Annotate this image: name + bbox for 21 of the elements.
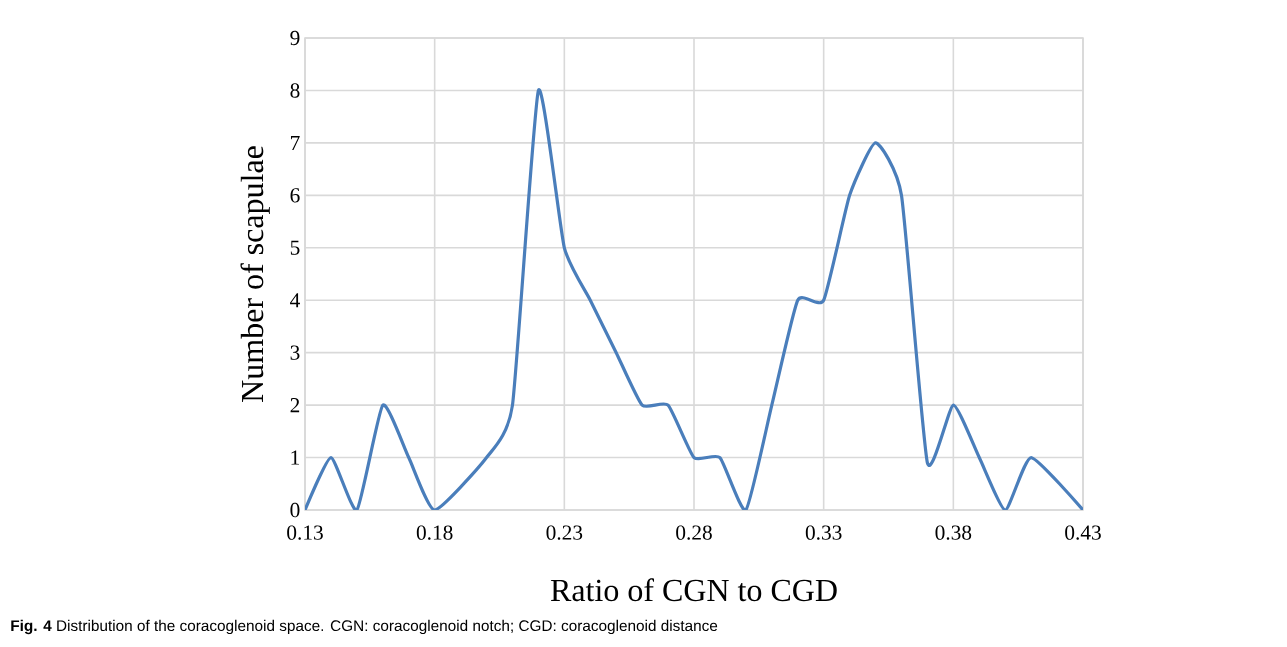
y-tick-label: 4 — [290, 293, 300, 308]
y-tick-label: 6 — [290, 188, 300, 203]
text: Fig. 4 Distribution of the coracoglenoid space. CGN: coracoglenoid notch; CGD: coracoglenoid distance — [11, 619, 718, 635]
y-tick-label: 9 — [290, 30, 300, 46]
y-tick-label: 8 — [290, 83, 300, 98]
y-tick-label: 3 — [290, 345, 300, 360]
line-series — [305, 88, 1084, 510]
x-axis-title: Ratio of CGN to CGD — [550, 578, 837, 602]
x-tick-label: 0.43 — [1065, 525, 1101, 540]
y-tick-label: 0 — [290, 502, 300, 518]
x-tick-label: 0.23 — [546, 525, 583, 540]
x-tick-label: 0.28 — [676, 525, 712, 540]
y-axis-title: Number of scapulae — [240, 146, 270, 402]
x-tick-label: 0.18 — [416, 525, 453, 540]
y-tick-label: 2 — [290, 398, 300, 413]
x-tick-label: 0.33 — [805, 525, 842, 540]
y-tick-label: 1 — [291, 450, 300, 465]
y-tick-label: 7 — [291, 135, 300, 150]
x-tick-label: 0.38 — [935, 525, 972, 540]
x-tick-label: 0.13 — [287, 525, 323, 540]
y-tick-label: 5 — [290, 240, 300, 255]
